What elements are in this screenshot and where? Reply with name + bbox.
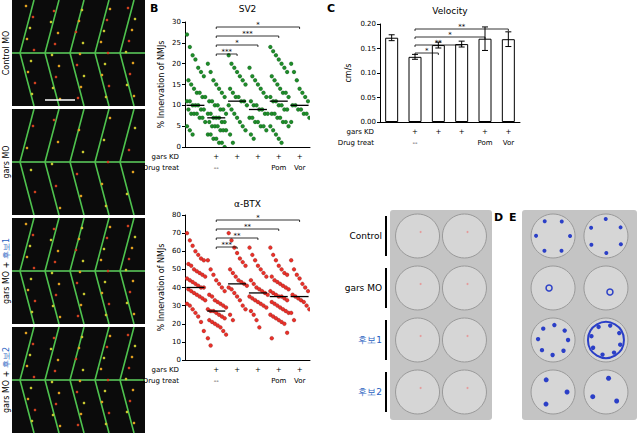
svg-text:Velocity: Velocity xyxy=(432,6,468,16)
svg-text:+: + xyxy=(234,153,240,161)
svg-text:***: *** xyxy=(221,241,232,249)
svg-text:0.15: 0.15 xyxy=(360,45,376,53)
svg-text:**: ** xyxy=(244,223,252,231)
svg-text:*: * xyxy=(256,214,260,222)
svg-text:% Innervation of NMJs: % Innervation of NMJs xyxy=(157,40,166,128)
svg-text:40: 40 xyxy=(172,284,181,292)
svg-text:+: + xyxy=(234,366,240,374)
svg-text:10: 10 xyxy=(172,101,181,109)
svg-text:*: * xyxy=(448,31,452,39)
svg-text:60: 60 xyxy=(172,247,181,255)
svg-text:+: + xyxy=(505,128,511,136)
svg-text:**: ** xyxy=(458,23,466,31)
svg-text:30: 30 xyxy=(172,18,181,26)
svg-text:E: E xyxy=(509,211,517,224)
svg-text:Vor: Vor xyxy=(294,377,306,385)
svg-text:gars MO: gars MO xyxy=(2,145,11,178)
svg-text:gars KD: gars KD xyxy=(152,366,179,374)
svg-text:Drug treat: Drug treat xyxy=(338,139,374,147)
svg-text:20: 20 xyxy=(172,60,181,68)
svg-text:0: 0 xyxy=(177,143,181,151)
svg-text:*: * xyxy=(235,39,239,47)
svg-text:***: *** xyxy=(221,48,232,56)
svg-text:0: 0 xyxy=(177,356,181,364)
svg-text:Pom: Pom xyxy=(271,377,286,385)
svg-text:% Innervation of NMJs: % Innervation of NMJs xyxy=(157,243,166,331)
svg-text:gars MO: gars MO xyxy=(345,283,382,293)
svg-text:후보1: 후보1 xyxy=(2,238,11,259)
svg-text:*: * xyxy=(425,47,429,55)
svg-text:+: + xyxy=(297,153,303,161)
svg-text:+: + xyxy=(276,366,282,374)
svg-text:--: -- xyxy=(412,139,418,147)
svg-text:Drug treat: Drug treat xyxy=(143,377,179,385)
svg-text:후보2: 후보2 xyxy=(358,387,382,397)
svg-text:후보1: 후보1 xyxy=(358,335,382,345)
svg-text:0.10: 0.10 xyxy=(360,69,376,77)
svg-text:gars KD: gars KD xyxy=(347,128,374,136)
svg-text:+: + xyxy=(482,128,488,136)
svg-text:+: + xyxy=(255,153,261,161)
svg-text:70: 70 xyxy=(172,229,181,237)
svg-text:30: 30 xyxy=(172,302,181,310)
svg-text:+: + xyxy=(435,128,441,136)
svg-text:Pom: Pom xyxy=(477,139,492,147)
svg-text:D: D xyxy=(494,211,503,224)
svg-text:gars MO +: gars MO + xyxy=(2,368,11,413)
svg-text:+: + xyxy=(297,366,303,374)
svg-text:+: + xyxy=(213,153,219,161)
svg-text:--: -- xyxy=(214,377,220,385)
svg-text:Control: Control xyxy=(349,231,382,241)
svg-text:+: + xyxy=(459,128,465,136)
svg-text:--: -- xyxy=(214,164,220,172)
svg-text:80: 80 xyxy=(172,211,181,219)
svg-text:α-BTX: α-BTX xyxy=(234,199,261,209)
svg-text:10: 10 xyxy=(172,338,181,346)
svg-text:20: 20 xyxy=(172,320,181,328)
svg-text:5: 5 xyxy=(177,122,181,130)
svg-text:후보2: 후보2 xyxy=(2,347,11,368)
svg-text:0.00: 0.00 xyxy=(360,118,376,126)
svg-text:gars MO +: gars MO + xyxy=(2,259,11,304)
svg-text:cm/s: cm/s xyxy=(344,63,353,82)
svg-text:0.05: 0.05 xyxy=(360,94,376,102)
svg-text:Drug treat: Drug treat xyxy=(143,164,179,172)
svg-text:B: B xyxy=(150,2,158,15)
svg-text:SV2: SV2 xyxy=(239,4,257,14)
svg-text:C: C xyxy=(327,2,335,15)
svg-text:25: 25 xyxy=(172,39,181,47)
svg-text:Pom: Pom xyxy=(271,164,286,172)
svg-text:Vor: Vor xyxy=(294,164,306,172)
svg-text:**: ** xyxy=(435,39,443,47)
svg-text:50: 50 xyxy=(172,265,181,273)
svg-text:+: + xyxy=(276,153,282,161)
svg-text:gars KD: gars KD xyxy=(152,153,179,161)
svg-text:+: + xyxy=(213,366,219,374)
svg-text:**: ** xyxy=(234,232,242,240)
svg-text:Vor: Vor xyxy=(503,139,515,147)
svg-text:Control MO: Control MO xyxy=(2,31,11,76)
svg-text:15: 15 xyxy=(172,81,181,89)
svg-text:0.20: 0.20 xyxy=(360,20,376,28)
svg-text:+: + xyxy=(255,366,261,374)
svg-text:***: *** xyxy=(242,30,253,38)
svg-text:*: * xyxy=(256,21,260,29)
svg-text:+: + xyxy=(412,128,418,136)
